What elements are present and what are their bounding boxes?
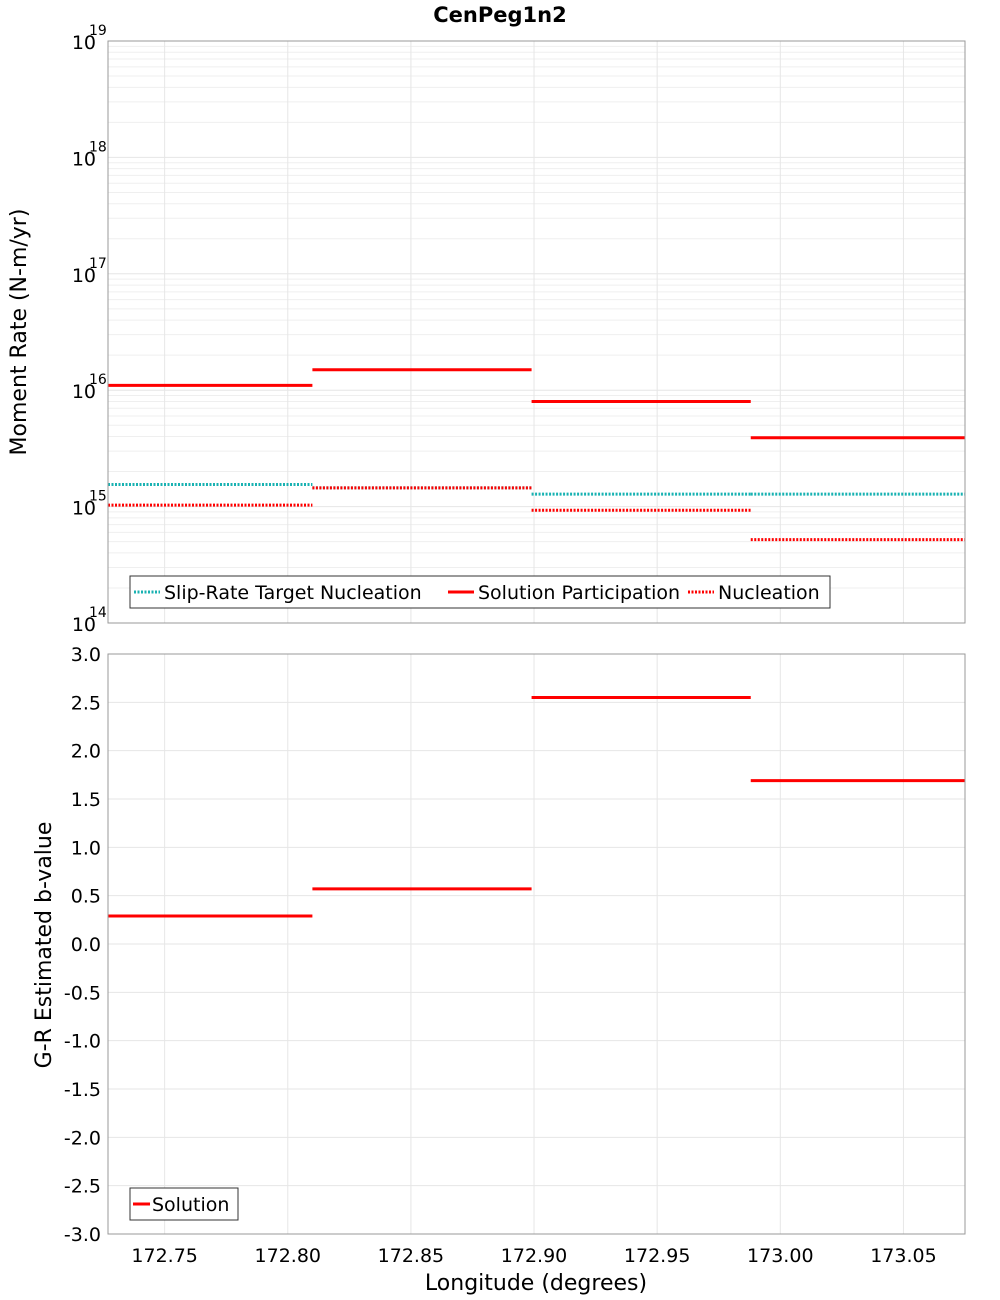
legend-box <box>129 1187 239 1221</box>
y-tick-label: -2.0 <box>64 1127 101 1149</box>
legend-label: Nucleation <box>718 582 820 604</box>
x-tick-label: 173.00 <box>747 1245 813 1267</box>
x-tick-label: 173.05 <box>870 1245 936 1267</box>
y-tick-base: 10 <box>72 148 96 170</box>
x-tick-label: 172.90 <box>501 1245 567 1267</box>
y-tick-base: 10 <box>72 381 96 403</box>
legend: Solution <box>129 1187 239 1221</box>
y-tick-label: 2.5 <box>71 692 101 714</box>
y-tick-exponent: 16 <box>89 372 107 388</box>
y-tick-label: -2.5 <box>64 1176 101 1198</box>
y-tick-label: 0.0 <box>71 934 101 956</box>
legend-label: Solution Participation <box>478 582 680 604</box>
y-tick-label: -1.5 <box>64 1079 101 1101</box>
y-tick-base: 10 <box>72 265 96 287</box>
legend-label: Slip-Rate Target Nucleation <box>164 582 422 604</box>
x-axis-label: Longitude (degrees) <box>425 1271 647 1296</box>
y-tick-label: -3.0 <box>64 1224 101 1246</box>
b-value-panel: 172.75 172.80 172.85 172.90 172.95 173.00 173.… <box>64 644 966 1267</box>
y-tick-exponent: 18 <box>89 139 107 155</box>
y-tick-label: 2.0 <box>71 741 101 763</box>
y-tick-exponent: 17 <box>89 256 107 272</box>
y-tick-base: 10 <box>72 32 96 54</box>
y-tick-label: -1.0 <box>64 1031 101 1053</box>
y-tick-exponent: 19 <box>89 23 107 39</box>
x-tick-label: 172.75 <box>131 1245 197 1267</box>
plot-frame <box>107 40 966 624</box>
x-tick-label: 172.85 <box>378 1245 444 1267</box>
moment-rate-axis-label: Moment Rate (N-m/yr) <box>7 209 32 456</box>
y-tick-exponent: 15 <box>89 489 107 505</box>
y-tick-label: -0.5 <box>64 982 101 1004</box>
y-tick-base: 10 <box>72 614 96 636</box>
plot-frame <box>107 653 966 1235</box>
chart-title: CenPeg1n2 <box>433 3 566 27</box>
y-tick-label: 3.0 <box>71 644 101 666</box>
legend: Slip-Rate Target Nucleation Solution Part… <box>129 575 831 609</box>
y-tick-label: 1.5 <box>71 789 101 811</box>
legend-label: Solution <box>152 1194 229 1216</box>
b-value-axis-label: G-R Estimated b-value <box>32 822 57 1069</box>
y-tick-label: 1.0 <box>71 837 101 859</box>
x-tick-label: 172.95 <box>624 1245 690 1267</box>
y-tick-label: 0.5 <box>71 886 101 908</box>
y-tick-base: 10 <box>72 498 96 520</box>
x-tick-label: 172.80 <box>255 1245 321 1267</box>
y-tick-exponent: 14 <box>89 605 107 621</box>
